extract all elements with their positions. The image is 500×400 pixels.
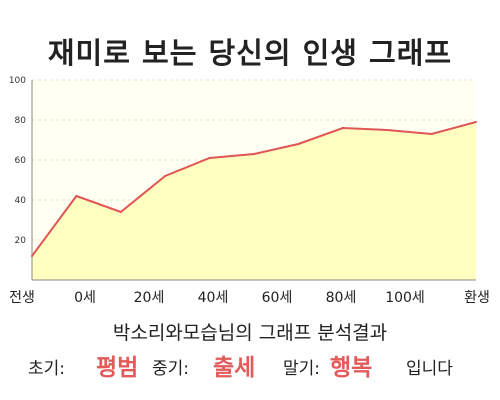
middle-label: 중기:: [152, 359, 190, 379]
page-title: 재미로 보는 당신의 인생 그래프: [47, 36, 453, 70]
data-point: [31, 255, 33, 257]
x-tick-label: 40세: [197, 290, 229, 306]
data-point: [386, 129, 389, 131]
x-tick-label: 전생: [9, 290, 35, 306]
y-tick-label: 20: [15, 236, 27, 246]
data-point: [253, 153, 255, 155]
late-label: 말기:: [283, 359, 321, 379]
early-label: 초기:: [28, 359, 66, 379]
y-tick-label: 60: [15, 156, 27, 166]
y-tick-label: 40: [15, 196, 27, 206]
data-point: [341, 127, 344, 129]
data-point: [164, 175, 167, 177]
data-point: [75, 195, 78, 197]
y-tick-label: 80: [15, 116, 27, 126]
early-value: 평범: [96, 355, 139, 381]
x-tick-label: 환생: [464, 290, 490, 306]
x-tick-label: 20세: [133, 290, 165, 306]
x-tick-label: 80세: [325, 290, 357, 306]
x-tick-label: 60세: [261, 290, 293, 306]
middle-value: 출세: [213, 355, 256, 381]
y-tick-label: 100: [9, 76, 26, 86]
ending-text: 입니다: [406, 359, 453, 379]
x-tick-label: 100세: [385, 290, 425, 306]
data-point: [297, 143, 300, 145]
x-tick-label: 0세: [74, 290, 96, 306]
data-point: [430, 133, 433, 135]
y-tick-labels: 20 40 60 80 100: [9, 76, 26, 246]
data-point: [208, 157, 211, 159]
data-point: [475, 121, 477, 123]
data-point: [119, 211, 122, 213]
life-area-fill: [32, 122, 476, 280]
result-heading: 박소리와모습님의 그래프 분석결과: [112, 322, 388, 344]
life-summary: 초기: 평범 중기: 출세 말기: 행복 입니다: [0, 346, 500, 382]
late-value: 행복: [330, 355, 373, 381]
